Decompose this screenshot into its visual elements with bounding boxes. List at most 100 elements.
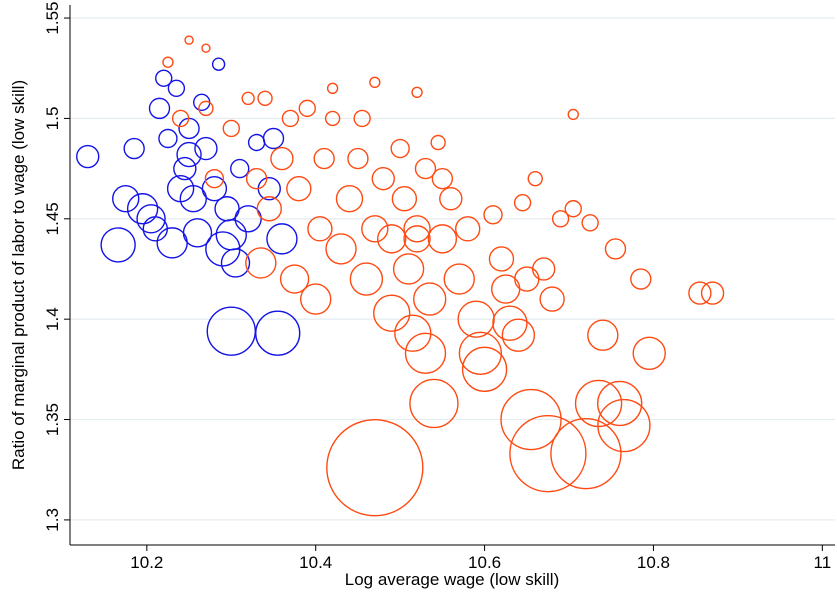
bubble xyxy=(300,283,332,315)
bubble xyxy=(211,57,226,71)
bubble xyxy=(123,137,145,160)
bubble xyxy=(404,332,447,374)
y-tick-label: 1.35 xyxy=(43,403,62,436)
bubble xyxy=(198,100,214,117)
y-tick-label: 1.45 xyxy=(43,202,62,235)
bubble xyxy=(539,286,565,312)
x-tick-label: 10.2 xyxy=(130,553,163,572)
bubble xyxy=(632,336,666,370)
bubble xyxy=(581,214,599,232)
bubble xyxy=(509,414,587,493)
bubble xyxy=(430,134,446,151)
bubble xyxy=(286,175,312,202)
bubble xyxy=(411,86,423,99)
bubble xyxy=(112,185,140,213)
bubble xyxy=(176,141,202,168)
bubble xyxy=(307,216,333,242)
bubble xyxy=(148,97,171,120)
bubble xyxy=(371,166,395,191)
bubble xyxy=(597,398,651,453)
bubble xyxy=(256,196,282,222)
bubble xyxy=(325,233,357,265)
bubble xyxy=(409,378,459,429)
bubble xyxy=(391,186,418,212)
bubble xyxy=(167,79,186,98)
bubble xyxy=(262,127,285,150)
bubble xyxy=(377,224,407,254)
bubble xyxy=(688,281,712,305)
bubble xyxy=(324,110,341,127)
bubble xyxy=(245,167,268,190)
bubble xyxy=(567,108,579,121)
bubble xyxy=(194,136,218,161)
bubble xyxy=(457,300,495,338)
x-tick-label: 10.8 xyxy=(637,553,670,572)
bubble xyxy=(483,205,503,225)
bubble xyxy=(230,158,250,179)
bubble xyxy=(700,281,725,305)
bubble xyxy=(394,314,432,352)
x-tick-label: 10.4 xyxy=(299,553,332,572)
x-tick-label: 11 xyxy=(814,553,832,572)
bubble xyxy=(241,91,255,106)
y-tick-label: 1.5 xyxy=(43,107,62,131)
bubble xyxy=(587,319,619,351)
bubble xyxy=(403,225,431,253)
bubble xyxy=(527,170,543,187)
bubble xyxy=(390,138,410,159)
bubble xyxy=(353,109,371,128)
bubble xyxy=(369,76,381,88)
bubble xyxy=(76,144,100,169)
bubble xyxy=(255,310,301,356)
bubble xyxy=(513,194,532,212)
bubble xyxy=(414,157,437,180)
bubble xyxy=(596,380,643,427)
y-tick-label: 1.3 xyxy=(43,508,62,532)
bubble xyxy=(266,223,298,255)
bubble xyxy=(313,147,335,170)
bubble xyxy=(222,119,240,138)
bubble xyxy=(413,282,447,316)
bubble xyxy=(279,264,310,294)
bubble xyxy=(458,331,503,375)
bubble xyxy=(454,216,481,242)
bubble xyxy=(162,56,174,68)
bubble xyxy=(604,238,627,260)
bubble xyxy=(531,257,556,281)
y-tick-label: 1.55 xyxy=(43,2,62,35)
y-tick-label: 1.4 xyxy=(43,307,62,331)
bubble xyxy=(298,99,316,118)
bubble xyxy=(326,419,424,517)
bubble xyxy=(155,69,173,87)
bubble xyxy=(270,146,294,171)
bubble xyxy=(179,185,207,213)
y-axis-label: Ratio of marginal product of labor to wa… xyxy=(9,80,28,470)
bubble xyxy=(201,43,211,53)
bubble xyxy=(550,417,622,490)
bubble xyxy=(461,346,508,393)
bubble xyxy=(136,204,166,234)
bubble xyxy=(439,187,463,211)
bubble xyxy=(100,227,136,263)
bubble xyxy=(500,388,562,451)
bubble xyxy=(501,318,536,352)
bubble xyxy=(184,35,194,45)
bubble xyxy=(630,268,652,290)
bubble xyxy=(427,224,458,254)
bubble xyxy=(347,147,369,170)
bubble xyxy=(492,305,528,341)
bubble xyxy=(158,128,178,149)
bubble xyxy=(171,109,190,128)
bubble xyxy=(205,231,241,267)
bubble xyxy=(403,215,431,243)
bubble xyxy=(173,156,197,181)
x-tick-label: 10.6 xyxy=(468,553,501,572)
bubble xyxy=(182,218,213,248)
bubble xyxy=(551,210,570,228)
bubble xyxy=(326,82,339,95)
bubble xyxy=(245,247,277,279)
bubble xyxy=(281,109,300,128)
bubble xyxy=(215,219,247,251)
bubble xyxy=(349,262,384,296)
